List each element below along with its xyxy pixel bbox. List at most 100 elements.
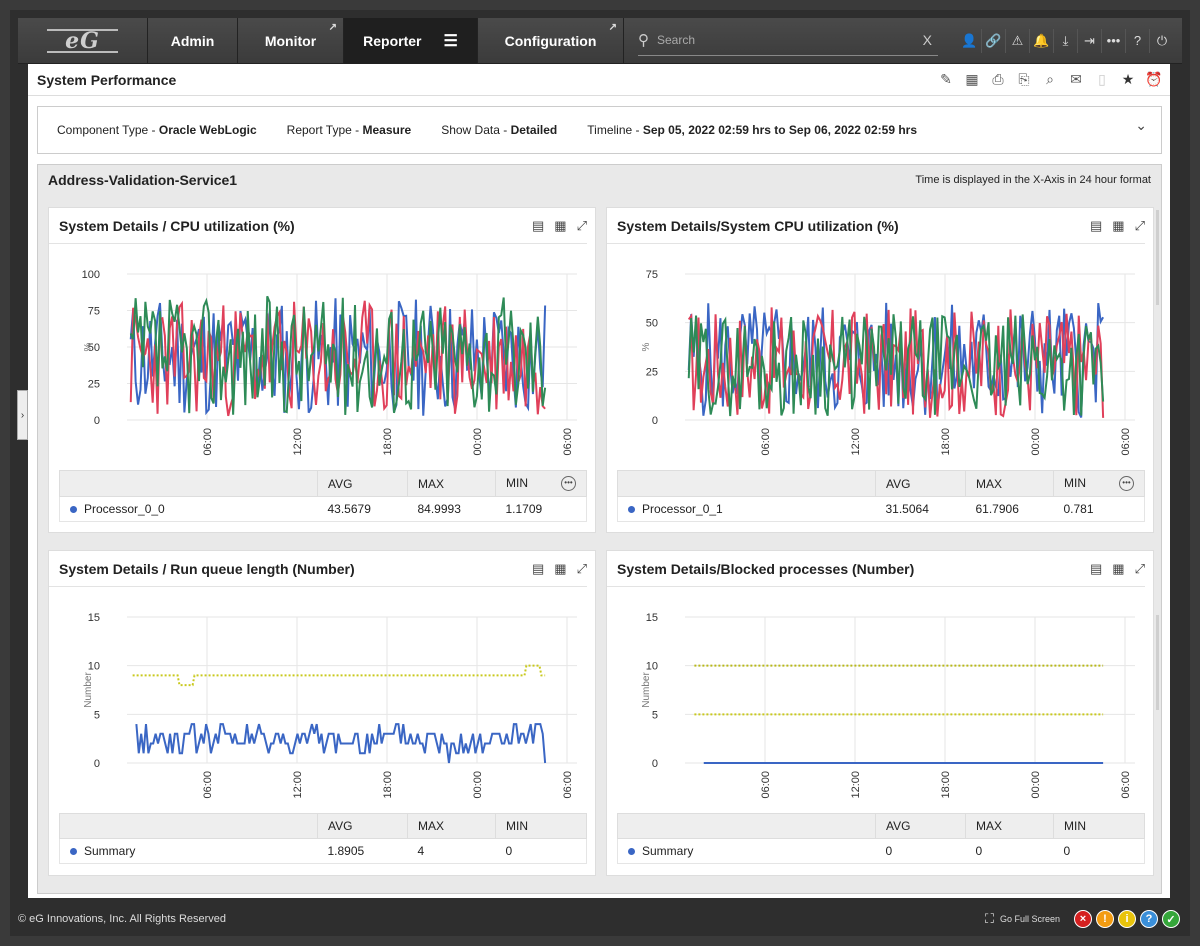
y-tick-label: 0: [94, 758, 100, 770]
nav-reporter-label: Reporter: [363, 32, 422, 49]
hamburger-menu-icon[interactable]: ☰: [443, 32, 458, 50]
report-icon[interactable]: ▤: [532, 560, 545, 576]
filter-show-data: Show Data - Detailed: [441, 123, 557, 137]
card-title: System Details/System CPU utilization (%…: [617, 217, 899, 234]
nav-reporter[interactable]: Reporter ☰: [344, 17, 478, 64]
report-icon[interactable]: ▤: [1090, 217, 1103, 233]
alarm-clock-icon[interactable]: ⏰: [1145, 71, 1163, 87]
expand-icon[interactable]: ⤢: [576, 217, 587, 233]
search-box[interactable]: ⚲ Search X: [638, 26, 938, 56]
more-options-icon[interactable]: •••: [561, 476, 576, 491]
status-indicator-icon[interactable]: ✓: [1162, 910, 1180, 928]
table-header-max: MAX: [965, 813, 1054, 839]
row-label-cell: Summary: [59, 838, 318, 864]
y-tick-label: 10: [646, 661, 658, 673]
nav-monitor-label: Monitor: [264, 32, 317, 49]
status-indicator-icon[interactable]: !: [1096, 910, 1114, 928]
service-name: Address-Validation-Service1: [48, 172, 238, 188]
scrollbar-thumb[interactable]: [1156, 615, 1159, 710]
expand-icon[interactable]: ⤢: [1134, 217, 1145, 233]
scrollbar-thumb[interactable]: [1156, 210, 1159, 305]
sign-in-icon[interactable]: ⇥: [1078, 28, 1102, 53]
report-icon[interactable]: ▤: [532, 217, 545, 233]
table-header-row: AVG MAX MIN: [59, 813, 587, 839]
nav-monitor[interactable]: Monitor ↗: [238, 17, 344, 64]
excel-icon[interactable]: ▦: [965, 71, 979, 87]
table-header-avg: AVG: [317, 470, 408, 497]
table-header-min-label: MIN: [1064, 476, 1086, 490]
y-tick-label: 25: [88, 379, 100, 391]
status-indicator-icon[interactable]: ?: [1140, 910, 1158, 928]
card-title: System Details / Run queue length (Numbe…: [59, 560, 355, 577]
table-row: Processor_0_0 43.5679 84.9993 1.1709: [59, 496, 587, 522]
excel-icon[interactable]: ▦: [554, 560, 567, 576]
table-row: Processor_0_1 31.5064 61.7906 0.781: [617, 496, 1145, 522]
card-header: System Details / Run queue length (Numbe…: [49, 551, 587, 587]
table-header-avg: AVG: [875, 813, 966, 839]
user-icon[interactable]: 👤: [958, 28, 982, 53]
x-tick-label: 18:00: [382, 771, 394, 799]
more-options-icon[interactable]: •••: [1119, 476, 1134, 491]
card-actions: ▤ ▦ ⤢: [1090, 561, 1145, 577]
table-header-max: MAX: [407, 813, 496, 839]
y-tick-label: 0: [652, 415, 658, 427]
chart-card: System Details/Blocked processes (Number…: [606, 550, 1154, 876]
x-tick-label: 06:00: [202, 428, 214, 456]
side-panel-toggle[interactable]: ›: [17, 390, 28, 440]
max-cell: 84.9993: [407, 496, 496, 522]
avg-cell: 31.5064: [875, 496, 966, 522]
row-label-cell: Processor_0_1: [617, 496, 876, 522]
star-icon[interactable]: ★: [1121, 71, 1135, 87]
avg-cell: 43.5679: [317, 496, 408, 522]
card-header: System Details/System CPU utilization (%…: [607, 208, 1145, 244]
clear-search-icon[interactable]: X: [922, 32, 932, 48]
series-dot: [70, 848, 77, 855]
nav-configuration[interactable]: Configuration ↗: [478, 17, 624, 64]
eg-logo[interactable]: eG: [18, 17, 148, 64]
alert-triangle-icon[interactable]: ⚠: [1006, 28, 1030, 53]
filter-value: Measure: [362, 123, 412, 137]
print-icon[interactable]: ⎙: [992, 71, 1004, 87]
edit-report-icon[interactable]: ✎: [940, 71, 952, 87]
help-icon[interactable]: ?: [1126, 28, 1150, 53]
search-doc-icon[interactable]: ⌕: [1046, 71, 1054, 87]
filter-value: Oracle WebLogic: [158, 123, 257, 137]
nav-admin[interactable]: Admin: [148, 17, 238, 64]
report-icon[interactable]: ▤: [1090, 560, 1103, 576]
filter-value: Sep 05, 2022 02:59 hrs to Sep 06, 2022 0…: [642, 123, 918, 137]
row-label: Summary: [642, 844, 694, 858]
expand-icon[interactable]: ⤢: [1134, 560, 1145, 576]
card-actions: ▤ ▦ ⤢: [532, 561, 587, 577]
copyright-text: © eG Innovations, Inc. All Rights Reserv…: [18, 913, 227, 925]
line-chart: 0 5 10 15 06:00 12:00 18:00 00:00 06:00 Number: [641, 612, 1135, 799]
status-indicator-icon[interactable]: i: [1118, 910, 1136, 928]
stats-table: AVG MAX MIN Summary 0 0 0: [617, 813, 1145, 864]
logo-text: eG: [47, 28, 118, 53]
table-header-max: MAX: [965, 470, 1054, 497]
link-icon[interactable]: 🔗: [982, 28, 1006, 53]
power-icon[interactable]: ⏻: [1156, 32, 1168, 48]
expand-icon[interactable]: ⤢: [576, 560, 587, 576]
filter-label: Timeline -: [587, 123, 640, 137]
search-icon: ⚲: [638, 32, 649, 49]
more-icon[interactable]: •••: [1102, 28, 1126, 53]
chart-card: System Details / Run queue length (Numbe…: [48, 550, 596, 876]
bell-icon[interactable]: 🔔: [1030, 28, 1054, 53]
max-cell: 61.7906: [965, 496, 1054, 522]
filter-value: Detailed: [510, 123, 558, 137]
excel-icon[interactable]: ▦: [1112, 560, 1125, 576]
email-icon[interactable]: ✉: [1070, 71, 1082, 87]
table-header-empty: [59, 813, 318, 839]
chevron-down-icon[interactable]: ⌄: [1135, 117, 1147, 133]
full-screen-button[interactable]: ⛶ Go Full Screen: [985, 911, 1060, 927]
pdf-icon[interactable]: ⎘: [1018, 71, 1030, 87]
download-icon[interactable]: ⤓: [1054, 28, 1078, 53]
x-tick-label: 06:00: [562, 771, 574, 799]
excel-icon[interactable]: ▦: [554, 217, 567, 233]
min-cell: 1.1709: [495, 496, 587, 522]
status-indicators: ×! i? ✓: [1074, 910, 1180, 928]
search-input[interactable]: Search: [657, 33, 696, 47]
excel-icon[interactable]: ▦: [1112, 217, 1125, 233]
status-indicator-icon[interactable]: ×: [1074, 910, 1092, 928]
card-header: System Details / CPU utilization (%) ▤ ▦…: [49, 208, 587, 244]
